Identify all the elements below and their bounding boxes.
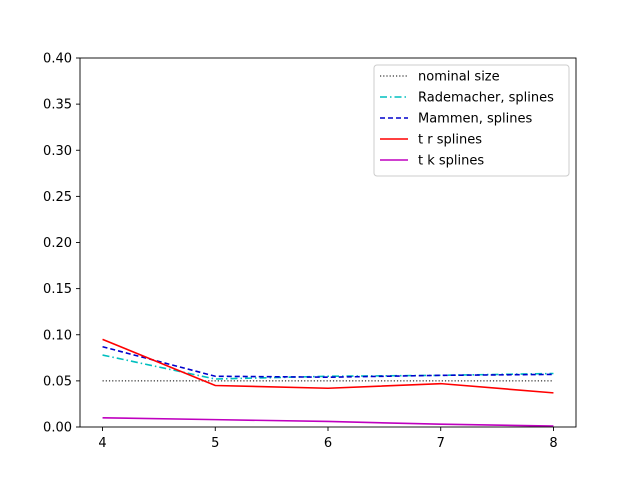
legend-label: Rademacher, splines	[418, 91, 554, 106]
plot-area	[102, 338, 554, 427]
legend-label: nominal size	[418, 70, 500, 85]
y-tick-label: 0.10	[43, 328, 72, 343]
y-tick-label: 0.25	[43, 190, 72, 205]
series-line-3	[102, 345, 554, 378]
legend-label: t k splines	[418, 154, 484, 169]
axes: 4 5 6 7 8 0.00 0.05 0.10 0.15 0.20 0.25 0.30 0.35 0.4…	[43, 52, 577, 451]
x-tick-label: 7	[437, 436, 445, 451]
x-tick-label: 6	[324, 436, 332, 451]
legend-label: t r splines	[418, 133, 482, 148]
x-tick-label: 5	[211, 436, 219, 451]
x-tick-label: 8	[549, 436, 557, 451]
series-line-4	[102, 338, 554, 394]
y-tick-label: 0.05	[43, 374, 72, 389]
legend-label: Mammen, splines	[418, 112, 532, 127]
legend: nominal size Rademacher, splines Mammen, s…	[373, 64, 570, 177]
series-line-5	[102, 416, 554, 427]
x-tick-label: 4	[98, 436, 106, 451]
legend-box	[373, 64, 570, 177]
y-tick-label: 0.20	[43, 236, 72, 251]
y-tick-label: 0.15	[43, 282, 72, 297]
y-tick-label: 0.35	[43, 98, 72, 113]
y-tick-label: 0.40	[43, 52, 72, 67]
y-tick-label: 0.30	[43, 144, 72, 159]
y-tick-label: 0.00	[43, 421, 72, 436]
